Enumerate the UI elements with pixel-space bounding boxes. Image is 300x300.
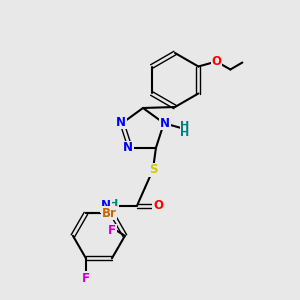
Text: N: N bbox=[123, 141, 133, 154]
Text: S: S bbox=[149, 163, 157, 176]
Text: N: N bbox=[116, 116, 126, 129]
Text: H: H bbox=[180, 121, 190, 131]
Text: O: O bbox=[212, 55, 221, 68]
Text: F: F bbox=[82, 272, 90, 285]
Text: N: N bbox=[160, 117, 170, 130]
Text: H: H bbox=[109, 199, 119, 209]
Text: F: F bbox=[108, 224, 116, 237]
Text: H: H bbox=[180, 128, 190, 138]
Text: Br: Br bbox=[101, 207, 116, 220]
Text: N: N bbox=[101, 199, 111, 212]
Text: O: O bbox=[153, 199, 163, 212]
